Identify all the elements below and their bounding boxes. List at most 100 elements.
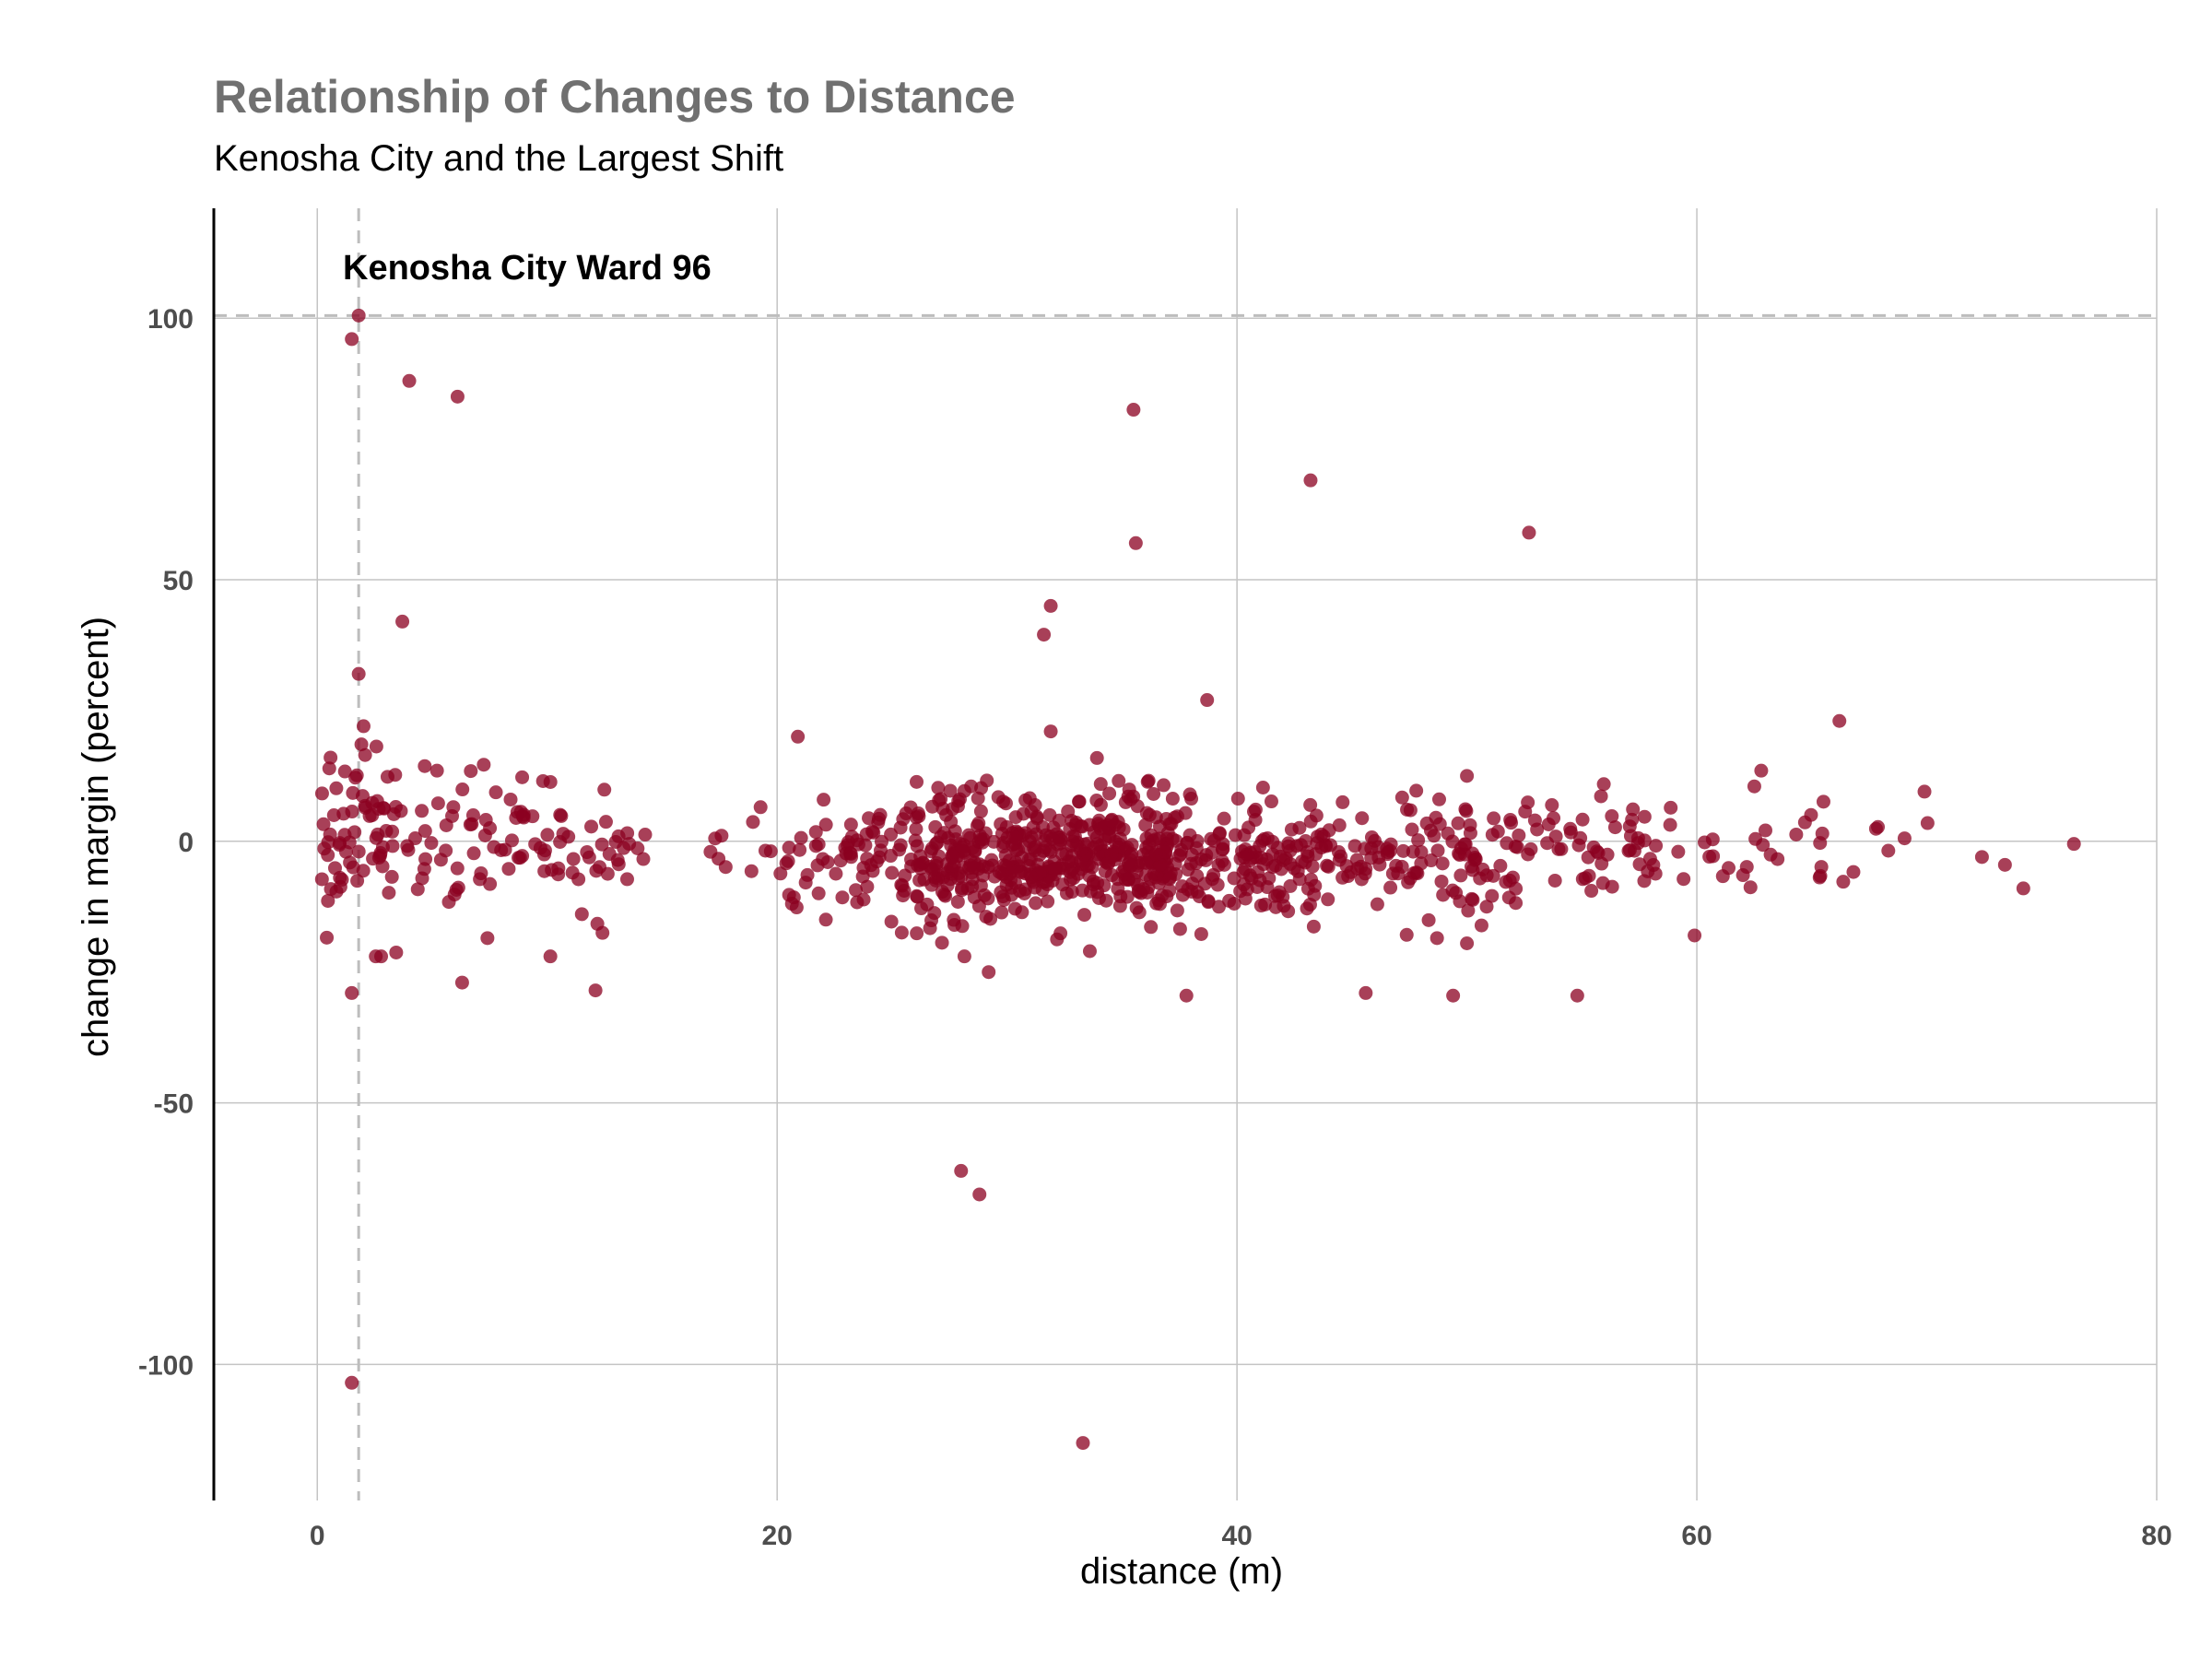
data-point — [1434, 874, 1449, 888]
data-point — [1165, 792, 1180, 806]
data-point — [1411, 833, 1426, 848]
data-point — [487, 840, 501, 854]
data-point — [1465, 863, 1480, 877]
data-point — [1121, 789, 1135, 804]
y-tick-label: 0 — [178, 828, 194, 858]
data-point — [1671, 844, 1686, 859]
data-point — [1093, 777, 1108, 792]
data-point — [1364, 830, 1379, 844]
data-point — [1605, 879, 1619, 894]
data-point — [1370, 897, 1384, 912]
data-point — [480, 931, 495, 946]
data-point — [912, 809, 926, 824]
data-point — [1212, 826, 1227, 841]
data-point — [910, 888, 924, 903]
data-point — [450, 389, 465, 404]
data-point — [1748, 831, 1763, 846]
data-point — [793, 842, 807, 857]
data-point — [896, 812, 911, 827]
data-point — [910, 926, 924, 941]
data-point — [1128, 535, 1143, 550]
data-point — [1347, 839, 1362, 853]
data-point — [1181, 882, 1195, 897]
data-point — [791, 729, 806, 744]
data-point — [983, 912, 998, 926]
data-point — [808, 839, 823, 853]
data-point — [1846, 865, 1861, 879]
data-point — [636, 852, 651, 866]
data-point — [1630, 830, 1645, 845]
data-point — [323, 827, 337, 841]
data-point — [1512, 828, 1526, 842]
data-point — [1126, 403, 1141, 418]
data-point — [1067, 829, 1082, 843]
data-point — [909, 821, 924, 836]
data-point — [1322, 823, 1336, 838]
axes: 0 20 40 60 80 100 50 0 -50 -100 — [138, 208, 2172, 1551]
data-point — [1211, 900, 1226, 914]
data-point — [1743, 880, 1758, 895]
data-point — [1143, 872, 1158, 887]
data-point — [464, 764, 478, 779]
data-point — [351, 844, 366, 859]
y-tick-label: -50 — [154, 1089, 194, 1120]
data-point — [316, 817, 331, 831]
data-point — [1253, 899, 1268, 913]
data-point — [1028, 798, 1042, 813]
data-point — [1541, 818, 1556, 832]
data-point — [2066, 837, 2081, 852]
data-point — [995, 794, 1010, 809]
data-point — [935, 935, 949, 950]
data-point — [1547, 873, 1562, 888]
data-point — [1246, 805, 1261, 819]
data-point — [1321, 859, 1335, 874]
data-point — [402, 373, 417, 388]
annotation-label: Kenosha City Ward 96 — [343, 249, 712, 288]
data-point — [382, 886, 396, 900]
data-point — [708, 831, 723, 846]
data-point — [1771, 852, 1785, 866]
data-point — [817, 793, 831, 807]
data-point — [1264, 794, 1278, 809]
data-point — [2016, 881, 2030, 896]
data-point — [820, 854, 835, 869]
data-point — [620, 826, 635, 841]
data-point — [1364, 841, 1379, 855]
data-point — [415, 871, 429, 886]
data-point — [597, 782, 612, 797]
data-point — [1663, 818, 1677, 832]
data-point — [1308, 878, 1323, 893]
data-point — [1138, 855, 1153, 870]
data-point — [971, 899, 986, 913]
data-point — [1303, 473, 1318, 488]
data-point — [947, 858, 961, 873]
data-point — [1897, 831, 1912, 846]
data-point — [345, 985, 359, 1000]
data-point — [488, 785, 503, 800]
data-point — [1474, 918, 1488, 933]
data-point — [1813, 836, 1828, 851]
data-point — [1715, 869, 1730, 884]
data-point — [1735, 868, 1750, 883]
data-point — [1452, 846, 1466, 861]
data-point — [329, 781, 344, 795]
data-point — [1047, 862, 1062, 877]
data-point — [798, 876, 813, 890]
data-point — [982, 965, 996, 980]
data-point — [1008, 810, 1023, 825]
data-point — [473, 872, 488, 887]
data-point — [1649, 839, 1664, 853]
data-point — [1460, 935, 1475, 950]
data-point — [1394, 790, 1409, 805]
data-point — [1405, 822, 1419, 837]
data-point — [418, 852, 433, 866]
data-point — [1551, 841, 1566, 856]
data-point — [1446, 988, 1461, 1003]
data-point — [1747, 779, 1761, 794]
data-point — [1409, 783, 1424, 798]
data-point — [589, 864, 604, 878]
data-point — [1997, 857, 2012, 872]
data-point — [1162, 883, 1177, 898]
data-point — [980, 773, 994, 788]
data-point — [1198, 853, 1213, 867]
